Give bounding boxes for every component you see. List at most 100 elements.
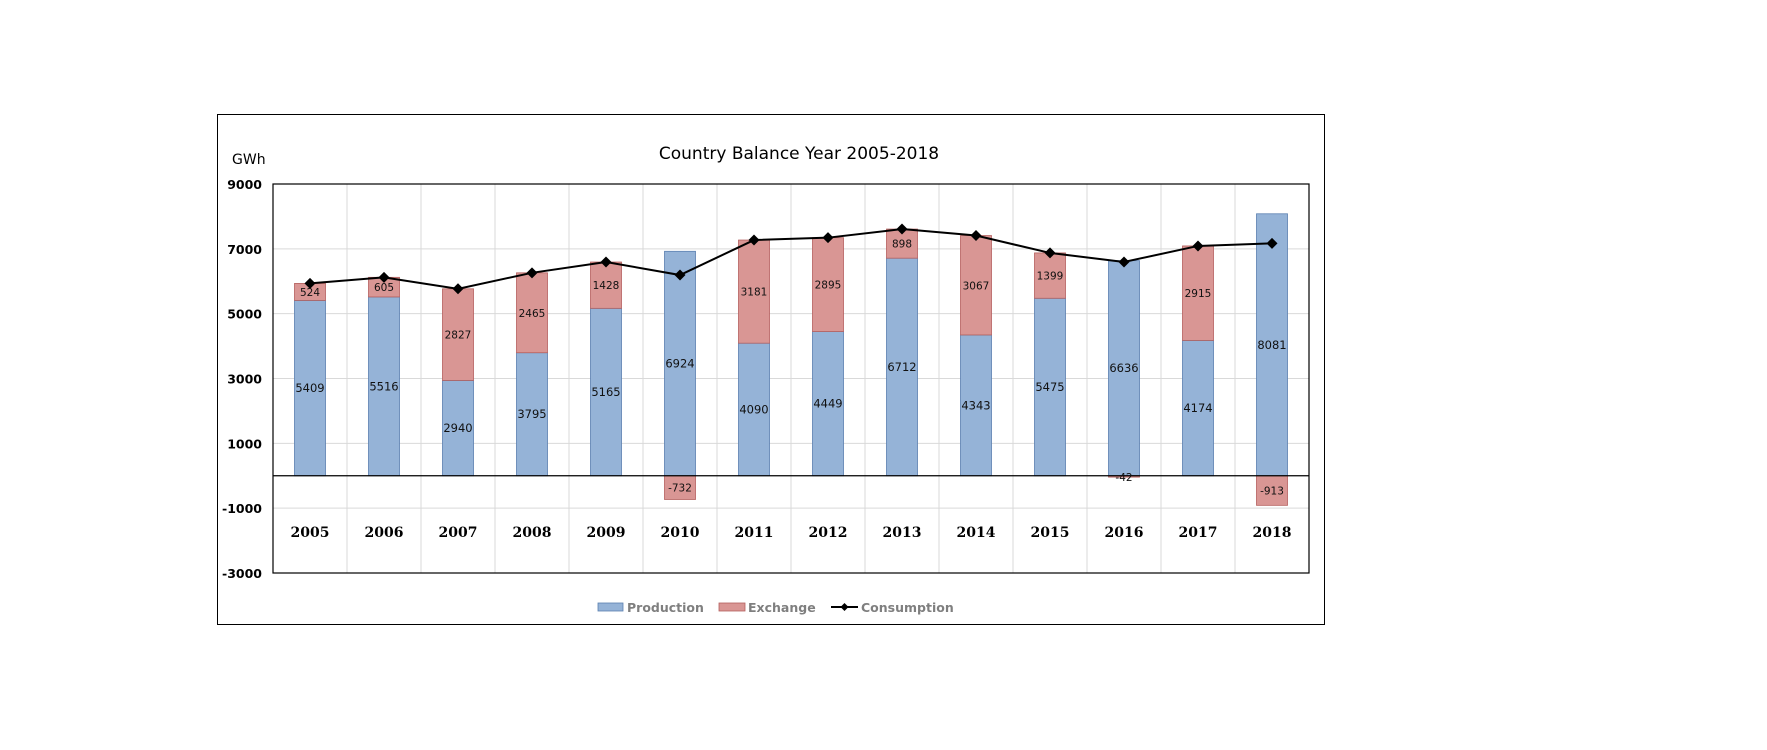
bar-exchange-2008 — [516, 272, 548, 354]
label-exchange-2014: 3067 — [963, 280, 990, 292]
x-tick-label: 2012 — [809, 525, 848, 541]
plot-area-border — [272, 183, 1310, 574]
bar-exchange-2018 — [1256, 475, 1288, 506]
consumption-marker-2013 — [896, 223, 908, 235]
data-labels: 5409 524 5516 605 2940 2827 3795 2465 5165 1428 69… — [295, 239, 1286, 498]
bar-production-2016 — [1108, 260, 1140, 477]
x-tick-label: 2015 — [1031, 525, 1070, 541]
label-exchange-2005: 524 — [300, 287, 320, 299]
consumption-marker-2009 — [600, 256, 612, 268]
x-tick-label: 2009 — [587, 525, 626, 541]
x-tick-label: 2007 — [439, 525, 478, 541]
consumption-marker-2012 — [822, 232, 834, 244]
label-exchange-2012: 2895 — [815, 280, 842, 292]
bar-production-2015 — [1034, 297, 1066, 477]
legend-label-consumption: Consumption — [861, 600, 954, 615]
consumption-marker-2008 — [526, 267, 538, 279]
label-production-2016: 6636 — [1109, 361, 1138, 375]
y-axis-ticks: 9000 7000 5000 3000 1000 -1000 -3000 — [222, 177, 262, 581]
bar-production-2014 — [960, 334, 992, 477]
x-tick-label: 2011 — [735, 525, 774, 541]
y-tick-label: -1000 — [222, 501, 262, 516]
bar-production-2010 — [664, 250, 696, 477]
chart-title: Country Balance Year 2005-2018 — [659, 144, 939, 164]
y-tick-label: 7000 — [227, 242, 262, 257]
y-axis-unit-label: GWh — [232, 152, 266, 168]
label-production-2014: 4343 — [961, 398, 990, 412]
label-exchange-2013: 898 — [892, 239, 912, 251]
label-exchange-2009: 1428 — [593, 280, 620, 292]
x-tick-label: 2014 — [957, 525, 996, 541]
label-production-2015: 5475 — [1035, 380, 1064, 394]
bar-production-2018 — [1256, 213, 1288, 477]
consumption-marker-2014 — [970, 230, 982, 242]
legend-swatch-production — [597, 602, 624, 612]
legend: Production Exchange Consumption — [597, 600, 954, 615]
bars — [294, 213, 1288, 506]
bar-production-2005 — [294, 300, 326, 477]
label-exchange-2017: 2915 — [1185, 288, 1212, 300]
consumption-marker-2016 — [1118, 256, 1130, 268]
bar-exchange-2007 — [442, 288, 474, 381]
y-tick-label: 9000 — [227, 177, 262, 192]
label-production-2007: 2940 — [443, 421, 472, 435]
label-production-2011: 4090 — [739, 402, 768, 416]
consumption-line — [304, 223, 1278, 295]
legend-marker-consumption — [840, 603, 849, 611]
consumption-marker-2005 — [304, 277, 316, 289]
consumption-marker-2018 — [1266, 237, 1278, 249]
label-production-2005: 5409 — [295, 381, 324, 395]
x-tick-label: 2005 — [291, 525, 330, 541]
consumption-marker-2007 — [452, 283, 464, 295]
consumption-marker-2017 — [1192, 240, 1204, 252]
x-tick-label: 2017 — [1179, 525, 1218, 541]
x-tick-label: 2010 — [661, 525, 700, 541]
x-tick-label: 2016 — [1105, 525, 1144, 541]
consumption-marker-2015 — [1044, 247, 1056, 259]
consumption-marker-2006 — [378, 271, 390, 283]
y-tick-label: -3000 — [222, 566, 262, 581]
chart: Country Balance Year 2005-2018 GWh 54095… — [222, 144, 1310, 615]
label-exchange-2007: 2827 — [445, 330, 472, 342]
bar-production-2011 — [738, 342, 770, 477]
bar-production-2012 — [812, 331, 844, 477]
label-production-2008: 3795 — [517, 407, 546, 421]
x-tick-label: 2008 — [513, 525, 552, 541]
label-production-2013: 6712 — [887, 360, 916, 374]
label-exchange-2008: 2465 — [519, 308, 546, 320]
bar-production-2017 — [1182, 340, 1214, 477]
label-exchange-2010: -732 — [668, 483, 692, 495]
label-production-2009: 5165 — [591, 385, 620, 399]
legend-label-exchange: Exchange — [748, 600, 816, 615]
consumption-marker-2010 — [674, 269, 686, 281]
bar-exchange-2011 — [738, 239, 770, 344]
legend-item-consumption: Consumption — [831, 600, 954, 615]
legend-swatch-exchange — [718, 602, 746, 612]
legend-item-exchange: Exchange — [718, 600, 816, 615]
bar-exchange-2017 — [1182, 245, 1214, 341]
legend-item-production: Production — [597, 600, 704, 615]
label-exchange-2018: -913 — [1260, 486, 1284, 498]
bar-exchange-2012 — [812, 237, 844, 332]
label-production-2006: 5516 — [369, 379, 398, 393]
x-axis-ticks: 2005 2006 2007 2008 2009 2010 2011 2012 2013 2014… — [291, 525, 1292, 541]
legend-label-production: Production — [627, 600, 704, 615]
label-production-2010: 6924 — [665, 357, 694, 371]
y-tick-label: 5000 — [227, 307, 262, 322]
y-tick-label: 1000 — [227, 436, 262, 451]
label-production-2012: 4449 — [813, 397, 842, 411]
label-production-2018: 8081 — [1257, 338, 1286, 352]
label-exchange-2016: -42 — [1115, 472, 1132, 484]
x-tick-label: 2013 — [883, 525, 922, 541]
gridlines — [273, 183, 1309, 574]
chart-frame: Country Balance Year 2005-2018 GWh 5409 5… — [217, 114, 1325, 625]
consumption-marker-2011 — [748, 234, 760, 246]
bar-production-2008 — [516, 352, 548, 477]
label-exchange-2011: 3181 — [741, 287, 768, 299]
bar-production-2013 — [886, 257, 918, 477]
x-tick-label: 2018 — [1253, 525, 1292, 541]
label-exchange-2006: 605 — [374, 282, 394, 294]
label-exchange-2015: 1399 — [1037, 271, 1064, 283]
x-tick-label: 2006 — [365, 525, 404, 541]
label-production-2017: 4174 — [1183, 401, 1212, 415]
